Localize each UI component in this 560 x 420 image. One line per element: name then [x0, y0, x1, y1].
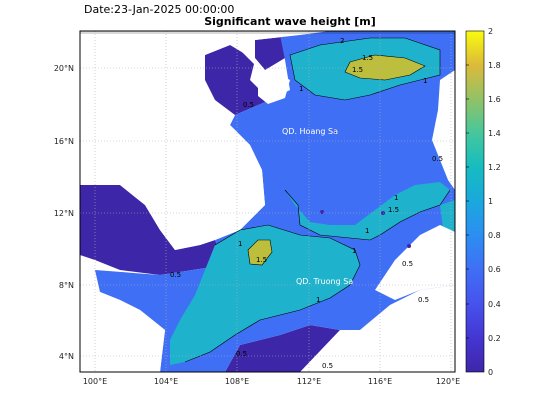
colorbar-labels: 2 1.8 1.6 1.4 1.2 1 0.8 0.6 0.4 0.2 0	[488, 27, 501, 377]
map-title: Significant wave height [m]	[204, 15, 376, 28]
colorbar-label: 1.8	[488, 61, 501, 70]
colorbar-label: 0.6	[488, 265, 501, 274]
colorbar-label: 0	[488, 368, 493, 377]
x-tick-label: 112°E	[297, 377, 321, 386]
contour-label: 1	[316, 296, 320, 304]
spratly-islet-3	[407, 244, 411, 248]
y-tick-label: 16°N	[54, 137, 74, 146]
colorbar-ticks	[466, 64, 469, 339]
contour-label: 0.5	[243, 101, 254, 109]
colorbar-label: 1.2	[488, 163, 501, 172]
x-tick-label: 100°E	[83, 377, 107, 386]
date-label: Date:23-Jan-2025 00:00:00	[84, 3, 235, 16]
wave-field-teal-south	[170, 225, 360, 365]
y-tick-label: 8°N	[59, 281, 74, 290]
wave-field-high-north	[345, 55, 425, 80]
x-tick-label: 104°E	[154, 377, 178, 386]
contour-label-group: 2 1.5 1.5 1 1 1 1 1 1 1 1.5 1.5 0.5 0.5 …	[170, 37, 443, 370]
gulf-thailand-sea	[80, 185, 225, 275]
colorbar-label: 2	[488, 27, 493, 36]
land-china	[80, 31, 265, 250]
wave-field-blue	[95, 31, 455, 372]
y-tick-labels: 20°N 16°N 12°N 8°N 4°N	[54, 64, 74, 361]
contour-label: 0.5	[236, 350, 247, 358]
contour-label: 0.5	[418, 296, 429, 304]
contour-label: 1	[394, 194, 398, 202]
x-tick-labels: 100°E 104°E 108°E 112°E 116°E 120°E	[83, 377, 460, 386]
contour-label: 1	[365, 227, 369, 235]
x-tick-label: 120°E	[436, 377, 460, 386]
contour-label: 1	[352, 247, 356, 255]
colorbar-label: 0.8	[488, 231, 501, 240]
contour-label: 1	[238, 240, 242, 248]
x-tick-label: 116°E	[368, 377, 392, 386]
y-tick-label: 20°N	[54, 64, 74, 73]
frame-checker-top	[80, 31, 455, 34]
contour-label: 1.5	[352, 66, 363, 74]
wave-field-high-south	[248, 240, 272, 265]
contour-label: 0.5	[170, 271, 181, 279]
contour-label: 1	[423, 77, 427, 85]
contour-label: 2	[340, 37, 344, 45]
map-layers	[80, 31, 455, 372]
land-malaysia	[80, 292, 165, 372]
land-hainan	[258, 72, 290, 104]
y-tick-label: 12°N	[54, 209, 74, 218]
colorbar-label: 1.6	[488, 95, 501, 104]
place-label-truong-sa: QD. Truong Sa	[296, 277, 353, 286]
contour-label: 1.5	[362, 54, 373, 62]
colorbar-label: 1	[488, 197, 493, 206]
land-palawan	[375, 225, 455, 300]
colorbar-label: 1.4	[488, 129, 501, 138]
contour-lines	[184, 37, 451, 363]
spratly-islet-1	[320, 210, 324, 214]
wave-field-teal-center	[285, 182, 450, 240]
y-tick-label: 4°N	[59, 352, 74, 361]
grid-lines	[80, 31, 455, 372]
land-philippines	[432, 70, 455, 190]
contour-label: 1	[299, 85, 303, 93]
paracel-islet	[333, 130, 337, 134]
colorbar-label: 0.4	[488, 300, 501, 309]
contour-label: 0.5	[322, 362, 333, 370]
contour-label: 1.5	[388, 206, 399, 214]
contour-label: 1.5	[256, 256, 267, 264]
place-label-hoang-sa: QD. Hoang Sa	[282, 127, 338, 136]
contour-label: 0.5	[432, 155, 443, 163]
land-guangdong	[230, 31, 330, 70]
contour-label: 0.5	[402, 260, 413, 268]
colorbar-label: 0.2	[488, 334, 501, 343]
land-borneo	[300, 285, 455, 372]
map-frame	[79, 30, 456, 373]
colorbar	[465, 30, 485, 373]
x-tick-label: 108°E	[225, 377, 249, 386]
